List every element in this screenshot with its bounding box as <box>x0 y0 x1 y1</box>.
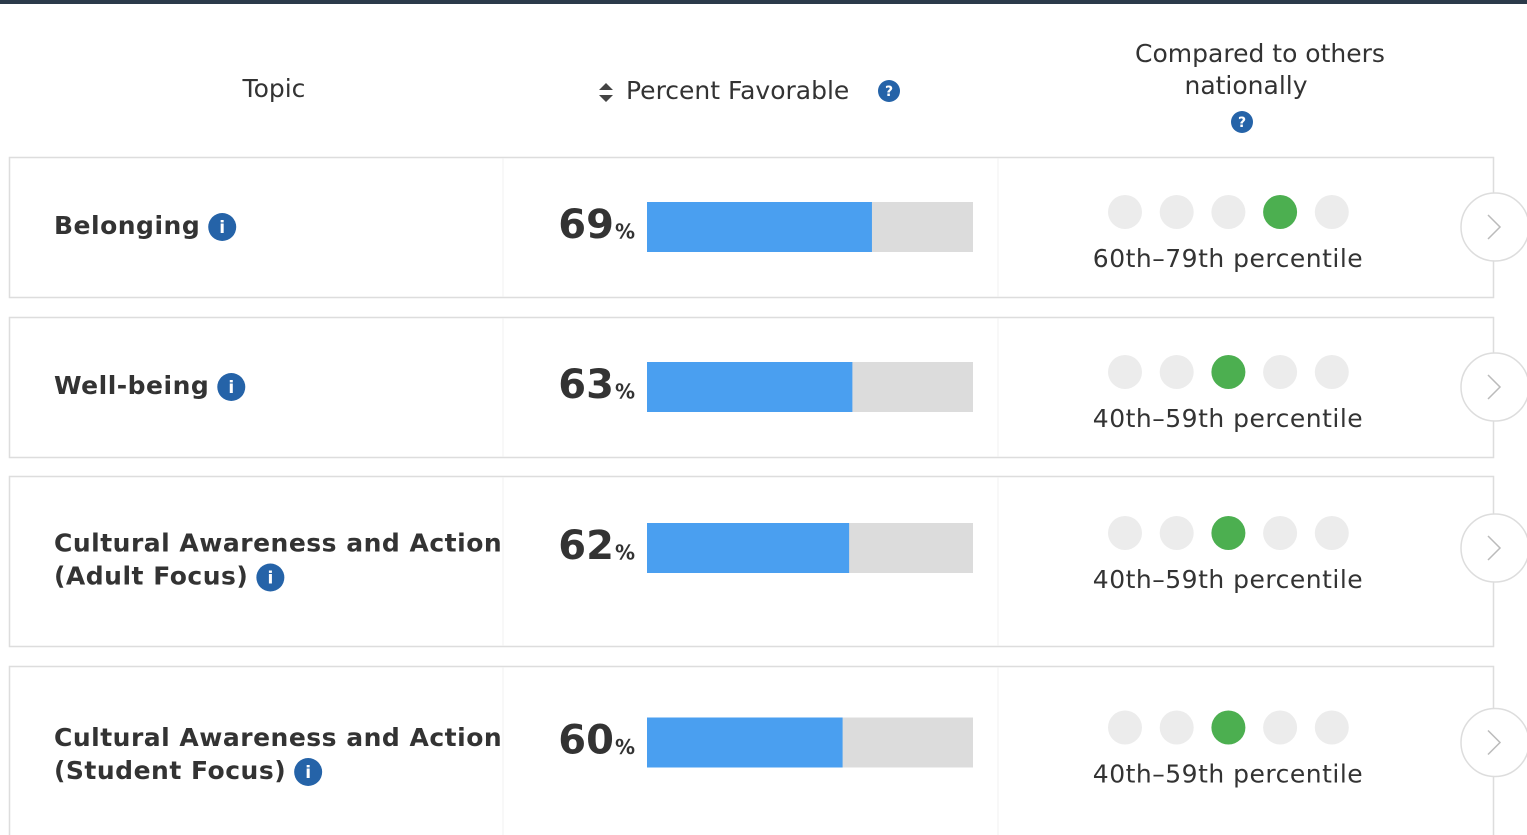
percentile-dot <box>1159 516 1194 550</box>
percentile-dot <box>1108 195 1142 229</box>
percentile-label: 40th–59th percentile <box>1093 404 1363 433</box>
percent-header[interactable]: Percent Favorable <box>626 76 849 105</box>
percentile-dot <box>1314 710 1349 745</box>
percentile-label: 40th–59th percentile <box>1093 760 1363 789</box>
help-icon[interactable] <box>878 80 900 102</box>
info-icon-text: i <box>219 218 225 238</box>
percent-value: 69 <box>558 202 614 248</box>
percentile-dot-active <box>1211 516 1246 550</box>
chevron <box>1487 214 1502 240</box>
percentile-label: 60th–79th percentile <box>1093 244 1363 273</box>
row-chevron-button[interactable] <box>1460 707 1527 778</box>
info-icon[interactable] <box>217 373 246 401</box>
percentile-dot <box>1314 516 1349 550</box>
sort-icon[interactable] <box>599 83 613 102</box>
compared-header: Compared to others <box>1135 39 1385 68</box>
help-icon-text: ? <box>885 84 893 100</box>
percent-unit: % <box>615 380 635 404</box>
topic-name: Cultural Awareness and Action <box>54 723 502 752</box>
percentile-dot <box>1263 355 1298 389</box>
info-icon[interactable] <box>208 213 237 241</box>
topic-name: Belonging <box>54 211 200 240</box>
percent-value: 60 <box>558 718 614 764</box>
topic-name: (Adult Focus) <box>54 562 248 591</box>
chevron <box>1487 535 1502 561</box>
chevron <box>1487 374 1502 400</box>
percentile-dot <box>1263 516 1298 550</box>
bar-fill <box>647 717 843 768</box>
topic-name: Cultural Awareness and Action <box>54 529 502 558</box>
percentile-dot <box>1108 710 1142 745</box>
info-icon[interactable] <box>294 758 323 786</box>
percentile-dot <box>1159 355 1194 389</box>
percentile-dot <box>1159 195 1194 229</box>
bar-fill <box>647 202 872 252</box>
bar-fill <box>647 523 850 573</box>
percent-unit: % <box>615 541 635 565</box>
help-icon-text: ? <box>1238 115 1246 131</box>
topic-header: Topic <box>242 74 306 103</box>
percentile-label: 40th–59th percentile <box>1093 565 1363 594</box>
info-icon-text: i <box>267 569 273 589</box>
top-border <box>0 0 1527 4</box>
row-chevron-button[interactable] <box>1460 513 1527 583</box>
percentile-dot <box>1108 516 1142 550</box>
percentile-dot <box>1211 195 1246 229</box>
row-chevron-button[interactable] <box>1460 352 1527 422</box>
percent-unit: % <box>615 220 635 244</box>
percentile-dot <box>1159 710 1194 745</box>
percent-value: 62 <box>558 523 614 569</box>
percentile-dot <box>1108 355 1142 389</box>
bar-fill <box>647 362 853 412</box>
percentile-dot <box>1314 195 1349 229</box>
percentile-dot-active <box>1211 710 1246 745</box>
percentile-dot-active <box>1211 355 1246 389</box>
row-chevron-button[interactable] <box>1460 192 1527 262</box>
percentile-dot-active <box>1263 195 1298 229</box>
info-icon[interactable] <box>256 563 285 592</box>
compared-header: nationally <box>1184 71 1307 100</box>
percent-unit: % <box>615 735 635 759</box>
topic-name: (Student Focus) <box>54 756 286 785</box>
info-icon-text: i <box>228 378 234 398</box>
percentile-dot <box>1263 710 1298 745</box>
topic-name: Well-being <box>54 371 209 400</box>
percentile-dot <box>1314 355 1349 389</box>
percent-value: 63 <box>558 362 614 408</box>
help-icon[interactable] <box>1231 111 1253 133</box>
chevron <box>1487 729 1502 756</box>
info-icon-text: i <box>305 763 311 783</box>
